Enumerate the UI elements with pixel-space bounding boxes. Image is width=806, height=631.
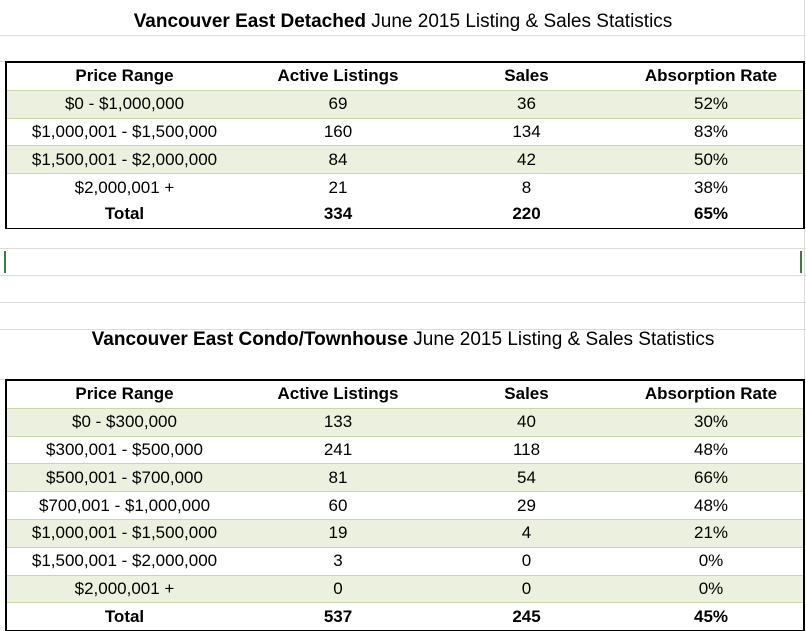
header-sales[interactable]: Sales bbox=[434, 60, 619, 91]
cell-price-range[interactable]: $1,000,001 - $1,500,000 bbox=[31, 121, 218, 141]
condo-title-bold: Vancouver East Condo/Townhouse bbox=[91, 329, 409, 350]
table-total-row: Total 537 245 45% bbox=[6, 603, 804, 631]
grid-column-line bbox=[804, 0, 805, 626]
cell-sales[interactable]: 118 bbox=[512, 439, 541, 459]
cell-selection-right-edge bbox=[800, 251, 802, 273]
cell-total-label[interactable]: Total bbox=[104, 606, 145, 626]
header-absorption-rate[interactable]: Absorption Rate bbox=[619, 60, 804, 91]
cell-price-range[interactable]: $1,000,001 - $1,500,000 bbox=[6, 518, 242, 548]
cell-sales[interactable]: 8 bbox=[521, 177, 532, 197]
cell-absorption-rate[interactable]: 48% bbox=[693, 439, 729, 459]
cell-active-listings[interactable]: 0 bbox=[242, 574, 434, 604]
table-total-row: Total 334 220 65% bbox=[6, 201, 804, 228]
condo-title: Vancouver East Condo/Townhouse June 2015… bbox=[0, 320, 806, 360]
cell-total-sales[interactable]: 220 bbox=[512, 204, 541, 224]
header-price-range[interactable]: Price Range bbox=[6, 378, 242, 409]
header-active-listings[interactable]: Active Listings bbox=[242, 378, 434, 409]
table-row: $2,000,001 + 21 8 38% bbox=[6, 174, 804, 201]
cell-price-range[interactable]: $0 - $300,000 bbox=[6, 407, 242, 437]
cell-price-range[interactable]: $500,001 - $700,000 bbox=[6, 463, 242, 493]
cell-active-listings[interactable]: 133 bbox=[242, 407, 434, 437]
cell-active-listings[interactable]: 3 bbox=[333, 551, 343, 571]
detached-title: Vancouver East Detached June 2015 Listin… bbox=[0, 2, 806, 42]
header-absorption-rate[interactable]: Absorption Rate bbox=[619, 378, 804, 409]
table-row: $300,001 - $500,000 241 118 48% bbox=[6, 436, 804, 464]
cell-active-listings[interactable]: 60 bbox=[328, 495, 348, 515]
cell-sales[interactable]: 134 bbox=[512, 121, 541, 141]
cell-total-active-listings[interactable]: 334 bbox=[323, 204, 353, 224]
cell-price-range[interactable]: $700,001 - $1,000,000 bbox=[38, 495, 211, 515]
cell-total-label[interactable]: Total bbox=[104, 204, 145, 224]
table-row: $700,001 - $1,000,000 60 29 48% bbox=[6, 492, 804, 520]
grid-row bbox=[0, 222, 806, 249]
header-sales[interactable]: Sales bbox=[434, 378, 619, 409]
detached-title-bold: Vancouver East Detached bbox=[133, 11, 367, 32]
cell-active-listings[interactable]: 241 bbox=[323, 439, 353, 459]
cell-active-listings[interactable]: 19 bbox=[242, 518, 434, 548]
cell-sales[interactable]: 42 bbox=[434, 145, 619, 175]
cell-absorption-rate[interactable]: 50% bbox=[619, 145, 804, 175]
cell-price-range[interactable]: $2,000,001 + bbox=[6, 574, 242, 604]
cell-absorption-rate[interactable]: 83% bbox=[693, 121, 729, 141]
grid-row bbox=[0, 249, 806, 276]
cell-total-active-listings[interactable]: 537 bbox=[323, 606, 353, 626]
table-row: $1,500,001 - $2,000,000 3 0 0% bbox=[6, 547, 804, 575]
cell-active-listings[interactable]: 69 bbox=[242, 89, 434, 119]
condo-title-rest: June 2015 Listing & Sales Statistics bbox=[408, 329, 715, 350]
table-header-row: Price Range Active Listings Sales Absorp… bbox=[6, 378, 804, 409]
cell-sales[interactable]: 0 bbox=[521, 551, 532, 571]
grid-row bbox=[0, 9, 806, 36]
table-row: $1,000,001 - $1,500,000 160 134 83% bbox=[6, 118, 804, 146]
cell-absorption-rate[interactable]: 66% bbox=[619, 463, 804, 493]
cell-absorption-rate[interactable]: 38% bbox=[693, 177, 729, 197]
cell-total-absorption-rate[interactable]: 65% bbox=[693, 204, 729, 224]
cell-absorption-rate[interactable]: 52% bbox=[619, 89, 804, 119]
table-row: $500,001 - $700,000 81 54 66% bbox=[6, 463, 804, 493]
cell-price-range[interactable]: $2,000,001 + bbox=[74, 177, 175, 197]
cell-price-range[interactable]: $1,500,001 - $2,000,000 bbox=[31, 551, 218, 571]
cell-absorption-rate[interactable]: 0% bbox=[698, 551, 724, 571]
detached-stats-table: Price Range Active Listings Sales Absorp… bbox=[5, 60, 805, 229]
cell-price-range[interactable]: $0 - $1,000,000 bbox=[6, 89, 242, 119]
cell-total-absorption-rate[interactable]: 45% bbox=[693, 606, 729, 626]
header-price-range[interactable]: Price Range bbox=[6, 60, 242, 91]
cell-active-listings[interactable]: 84 bbox=[242, 145, 434, 175]
cell-absorption-rate[interactable]: 21% bbox=[619, 518, 804, 548]
grid-row bbox=[0, 303, 806, 330]
header-active-listings[interactable]: Active Listings bbox=[242, 60, 434, 91]
cell-sales[interactable]: 29 bbox=[517, 495, 536, 515]
table-row: $0 - $300,000 133 40 30% bbox=[6, 407, 804, 437]
cell-total-sales[interactable]: 245 bbox=[512, 606, 541, 626]
cell-price-range[interactable]: $300,001 - $500,000 bbox=[46, 439, 203, 459]
cell-active-listings[interactable]: 81 bbox=[242, 463, 434, 493]
cell-absorption-rate[interactable]: 0% bbox=[619, 574, 804, 604]
cell-price-range[interactable]: $1,500,001 - $2,000,000 bbox=[6, 145, 242, 175]
table-row: $0 - $1,000,000 69 36 52% bbox=[6, 89, 804, 119]
cell-active-listings[interactable]: 160 bbox=[323, 121, 353, 141]
table-row: $1,000,001 - $1,500,000 19 4 21% bbox=[6, 518, 804, 548]
cell-sales[interactable]: 54 bbox=[434, 463, 619, 493]
cell-absorption-rate[interactable]: 30% bbox=[619, 407, 804, 437]
condo-stats-table: Price Range Active Listings Sales Absorp… bbox=[5, 378, 805, 631]
cell-sales[interactable]: 4 bbox=[434, 518, 619, 548]
table-header-row: Price Range Active Listings Sales Absorp… bbox=[6, 60, 804, 91]
grid-row bbox=[0, 276, 806, 303]
cell-absorption-rate[interactable]: 48% bbox=[693, 495, 729, 515]
cell-sales[interactable]: 40 bbox=[434, 407, 619, 437]
table-row: $2,000,001 + 0 0 0% bbox=[6, 574, 804, 604]
detached-title-rest: June 2015 Listing & Sales Statistics bbox=[366, 11, 673, 32]
cell-sales[interactable]: 36 bbox=[434, 89, 619, 119]
cell-active-listings[interactable]: 21 bbox=[328, 177, 348, 197]
table-row: $1,500,001 - $2,000,000 84 42 50% bbox=[6, 145, 804, 175]
cell-sales[interactable]: 0 bbox=[434, 574, 619, 604]
cell-selection-left-edge bbox=[4, 251, 6, 273]
